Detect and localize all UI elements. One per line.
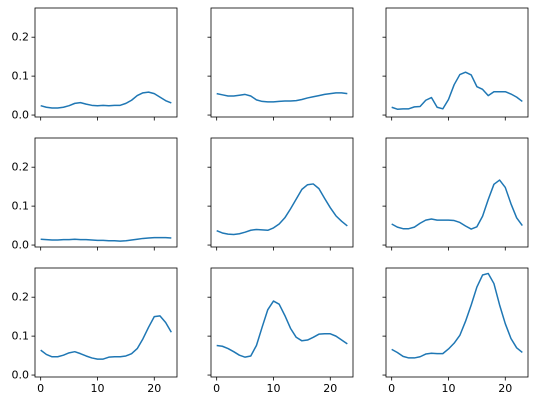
subplot-r0-c1: [207, 7, 354, 121]
x-tick-label: 10: [266, 382, 280, 395]
x-tick-label: 20: [323, 382, 337, 395]
subplot-r0-c0: 0.0 0.1 0.2: [12, 7, 178, 122]
axes-frame: [385, 267, 529, 378]
series-line: [216, 92, 348, 103]
axes-frame: [34, 267, 178, 378]
y-tick-label: 0.0: [12, 239, 30, 252]
subplot-r1-c2: [382, 137, 529, 251]
x-tick-label: 20: [147, 382, 161, 395]
x-tick-label: 10: [90, 382, 104, 395]
series-line: [216, 183, 348, 236]
y-tick-label: 0.2: [12, 161, 30, 174]
y-tick-label: 0.2: [12, 291, 30, 304]
axes-frame: [210, 7, 354, 118]
subplot-r1-c1: [207, 137, 354, 251]
axes-frame: [34, 137, 178, 248]
subplot-r1-c0: 0.0 0.1 0.2: [12, 137, 178, 252]
axes-frame: [385, 7, 529, 118]
series-line: [40, 91, 172, 109]
subplot-r0-c2: [382, 7, 529, 121]
subplot-r2-c0: 0.0 0.1 0.2 0 10 20: [12, 267, 178, 395]
axes-frame: [34, 7, 178, 118]
series-line: [40, 315, 172, 360]
subplot-r2-c1: 0 10 20: [207, 267, 354, 395]
x-tick-label: 0: [37, 382, 44, 395]
axes-frame: [210, 267, 354, 378]
axes-frame: [385, 137, 529, 248]
series-line: [391, 179, 523, 230]
series-line: [391, 71, 523, 110]
series-line: [391, 272, 523, 359]
y-tick-label: 0.1: [12, 330, 30, 343]
axes-frame: [210, 137, 354, 248]
x-tick-label: 10: [441, 382, 455, 395]
series-line: [216, 300, 348, 358]
y-tick-label: 0.0: [12, 109, 30, 122]
x-tick-label: 20: [498, 382, 512, 395]
series-line: [40, 236, 172, 242]
y-tick-label: 0.1: [12, 200, 30, 213]
y-tick-label: 0.2: [12, 31, 30, 44]
y-tick-label: 0.0: [12, 369, 30, 382]
x-tick-label: 0: [388, 382, 395, 395]
x-tick-label: 0: [213, 382, 220, 395]
y-tick-label: 0.1: [12, 70, 30, 83]
subplot-r2-c2: 0 10 20: [382, 267, 529, 395]
